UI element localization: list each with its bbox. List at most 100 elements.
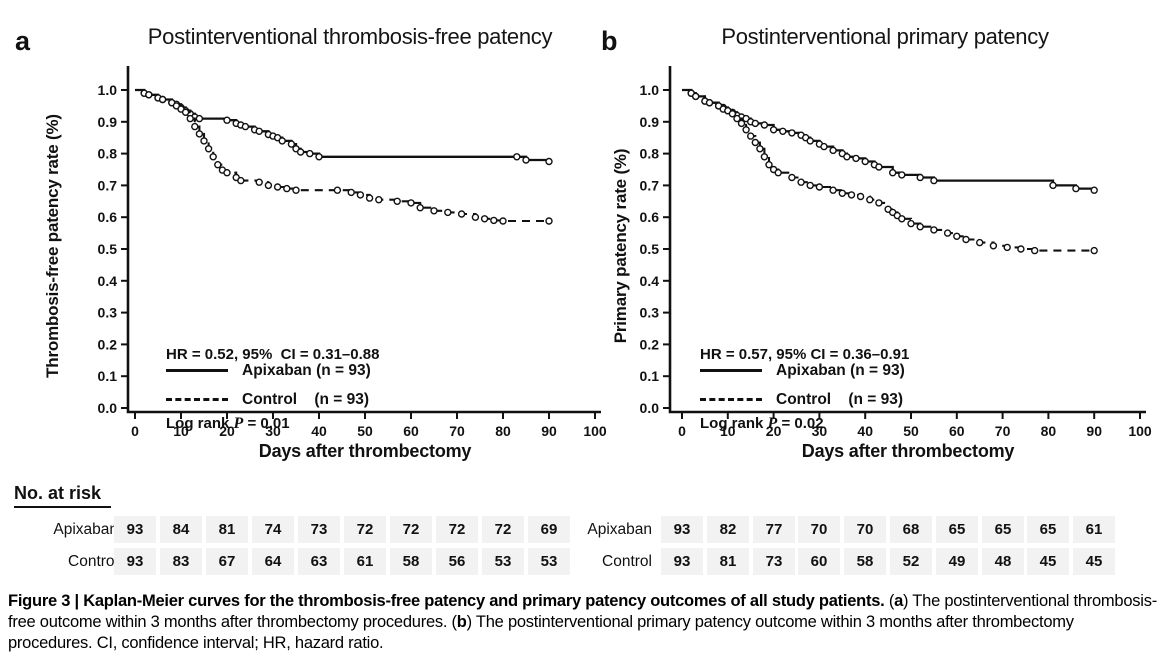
risk-count: 72 [390,516,432,543]
censor-mark [930,226,938,234]
caption-segment: ( [888,592,895,610]
risk-count: 52 [890,548,932,575]
risk-count: 73 [753,548,795,575]
y-tick-label: 1.0 [98,82,118,98]
censor-mark [751,138,759,147]
censor-mark [407,199,415,207]
risk-count: 45 [1027,548,1069,575]
censor-mark [1030,246,1039,255]
y-tick-label: 0.5 [98,241,118,257]
censor-mark [278,137,286,145]
censor-mark [820,142,828,151]
caption-segment: ) The postinterventional primary patency… [8,613,1074,653]
legend-entry-apixaban: Apixaban (n = 93) [166,356,371,385]
legend-label: Apixaban (n = 93) [242,361,371,379]
risk-count: 73 [298,516,340,543]
y-tick-label: 0.1 [98,368,118,384]
risk-count: 53 [528,548,570,575]
censor-mark [347,188,355,197]
panel-a-letter: a [15,26,31,56]
censor-mark [490,216,498,225]
risk-count: 67 [206,548,248,575]
caption-segment: ) The postinterventional thrombosis-free… [8,592,1157,632]
censor-mark [296,148,305,156]
y-tick-label: 0.7 [98,177,118,193]
y-tick-label: 0.0 [640,400,660,416]
censor-mark [774,168,782,177]
risk-count: 72 [344,516,386,543]
legend-entry-control: Control (n = 93) [166,385,371,414]
risk-table-header: No. at risk [14,483,112,508]
risk-count: 81 [206,516,248,543]
km-curve-control [682,88,1095,252]
risk-count: 70 [798,516,840,543]
km-curve-control [135,88,549,223]
risk-count: 82 [707,516,749,543]
censor-mark [333,186,342,194]
censor-mark [315,153,323,161]
risk-count: 74 [252,516,294,543]
censor-mark [847,191,856,199]
censor-mark [273,183,282,191]
risk-count: 68 [890,516,932,543]
risk-count: 49 [936,548,978,575]
censor-mark [480,215,489,223]
risk-count: 63 [298,548,340,575]
censor-mark [209,153,217,161]
censor-mark [195,114,204,123]
x-tick-label: 70 [449,423,465,439]
risk-count: 93 [114,548,156,575]
censor-mark [829,186,837,194]
x-tick-label: 50 [357,423,373,439]
risk-count: 70 [844,516,886,543]
risk-row-label-apixaban: Apixaban [587,521,652,538]
censor-mark [283,184,291,193]
censor-mark [916,173,924,182]
censor-mark [1017,245,1025,253]
legend-entry-control: Control (n = 93) [700,385,905,414]
x-tick-label: 100 [583,423,607,439]
censor-mark [756,145,764,153]
censor-mark [457,210,466,218]
risk-count: 61 [1073,516,1115,543]
x-tick-label: 20 [766,423,782,439]
censor-mark [989,242,998,250]
censor-mark [852,154,860,163]
censor-mark [788,129,796,137]
censor-mark [843,153,851,161]
censor-mark [145,91,153,99]
censor-mark [499,217,507,225]
legend-label: Control (n = 93) [776,390,904,408]
panel-a-axes [126,66,601,414]
panel-a-title: Postinterventional thrombosis-free paten… [147,24,553,49]
logrank-value: = 0.01 [243,415,290,432]
x-tick-label: 30 [812,423,828,439]
x-tick-label: 50 [903,423,919,439]
censor-mark [692,92,700,101]
x-tick-label: 70 [995,423,1011,439]
y-tick-label: 0.0 [98,400,118,416]
risk-count: 65 [936,516,978,543]
censor-mark [769,126,778,134]
panel-b-hr-annotation: HR = 0.57, 95% CI = 0.36–0.91 [700,346,910,363]
risk-count: 93 [661,548,703,575]
censor-mark [733,114,741,123]
x-tick-label: 0 [131,423,139,439]
logrank-prefix: Log rank [166,415,234,432]
risk-count: 58 [390,548,432,575]
panel-b-axes [668,66,1146,414]
panel-b-x-axis-label: Days after thrombectomy [801,441,1015,461]
panel-a-hr-annotation: HR = 0.52, 95% CI = 0.31–0.88 [166,346,380,363]
y-tick-label: 1.0 [640,82,660,98]
dashed-line-sample [166,398,228,401]
censor-mark [747,132,755,140]
censor-mark [889,168,897,177]
risk-count: 45 [1073,548,1115,575]
x-tick-label: 80 [1041,423,1057,439]
y-tick-label: 0.6 [640,209,660,225]
x-tick-label: 20 [219,423,235,439]
panel-a-x-axis-label: Days after thrombectomy [258,441,472,461]
risk-row-label-control: Control [602,553,652,570]
x-tick-label: 10 [173,423,189,439]
